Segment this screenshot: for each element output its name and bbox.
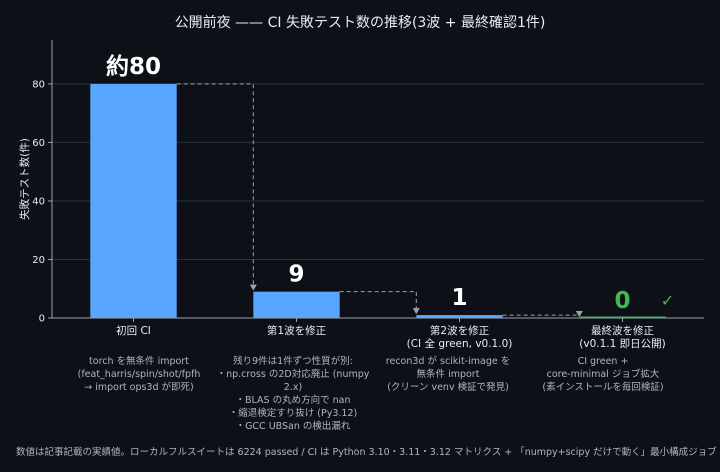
x-tick-label: 第2波を修正(CI 全 green, v0.1.0) <box>407 324 513 350</box>
data-label: 0 <box>614 288 630 314</box>
y-tick-label: 60 <box>32 138 45 149</box>
category-note-1: torch を無条件 import (feat_harris/spin/shot… <box>77 356 201 393</box>
plot-area: 0 20 40 60 80 約80 9 1 0 ✓ 初回 CI 第1波を修正 第2波を修正(CI 全 g… <box>32 40 704 350</box>
category-note-2: 残り9件は1件ずつ性質が別: ・np.cross の2D対応廃止 (numpy … <box>216 356 370 432</box>
bar <box>416 315 503 318</box>
bar <box>579 316 666 318</box>
connector-arrow <box>249 284 257 291</box>
connector-line <box>339 291 417 310</box>
connector-arrow <box>575 311 583 317</box>
bar <box>253 291 340 318</box>
y-axis-label: 失敗テスト数(件) <box>18 138 31 220</box>
data-label: 9 <box>288 262 304 288</box>
x-tick-label: 初回 CI <box>116 324 151 337</box>
chart-title: 公開前夜 —— CI 失敗テスト数の推移(3波 + 最終確認1件) <box>175 14 546 31</box>
x-tick-label: 第1波を修正 <box>267 324 326 337</box>
connector-arrow <box>412 308 420 315</box>
data-label: 1 <box>451 285 467 311</box>
connector-line <box>502 312 580 316</box>
y-tick-label: 0 <box>39 314 45 325</box>
bar <box>90 83 177 318</box>
data-label: 約80 <box>106 53 161 80</box>
y-tick-label: 80 <box>32 79 45 90</box>
category-note-3: recon3d が scikit-image を 無条件 import (クリー… <box>385 356 511 393</box>
category-note-4: CI green + core-minimal ジョブ拡大 (素インストールを毎… <box>542 356 664 393</box>
footnote: 数値は記事記載の実績値。ローカルフルスイートは 6224 passed / CI… <box>16 447 717 458</box>
check-mark-icon: ✓ <box>661 291 674 310</box>
y-tick-label: 20 <box>32 255 45 266</box>
x-tick-label: 最終波を修正(v0.1.1 即日公開) <box>579 324 665 350</box>
connector-line <box>176 83 254 286</box>
y-tick-label: 40 <box>32 196 45 207</box>
